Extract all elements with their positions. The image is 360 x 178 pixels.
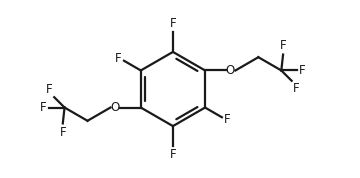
Text: F: F bbox=[293, 82, 300, 95]
Text: F: F bbox=[280, 40, 287, 53]
Text: F: F bbox=[224, 113, 231, 126]
Text: O: O bbox=[111, 101, 120, 114]
Text: O: O bbox=[226, 64, 235, 77]
Text: F: F bbox=[46, 83, 53, 96]
Text: F: F bbox=[59, 125, 66, 138]
Text: F: F bbox=[170, 148, 176, 161]
Text: F: F bbox=[40, 101, 46, 114]
Text: F: F bbox=[170, 17, 176, 30]
Text: F: F bbox=[299, 64, 306, 77]
Text: F: F bbox=[115, 52, 122, 65]
